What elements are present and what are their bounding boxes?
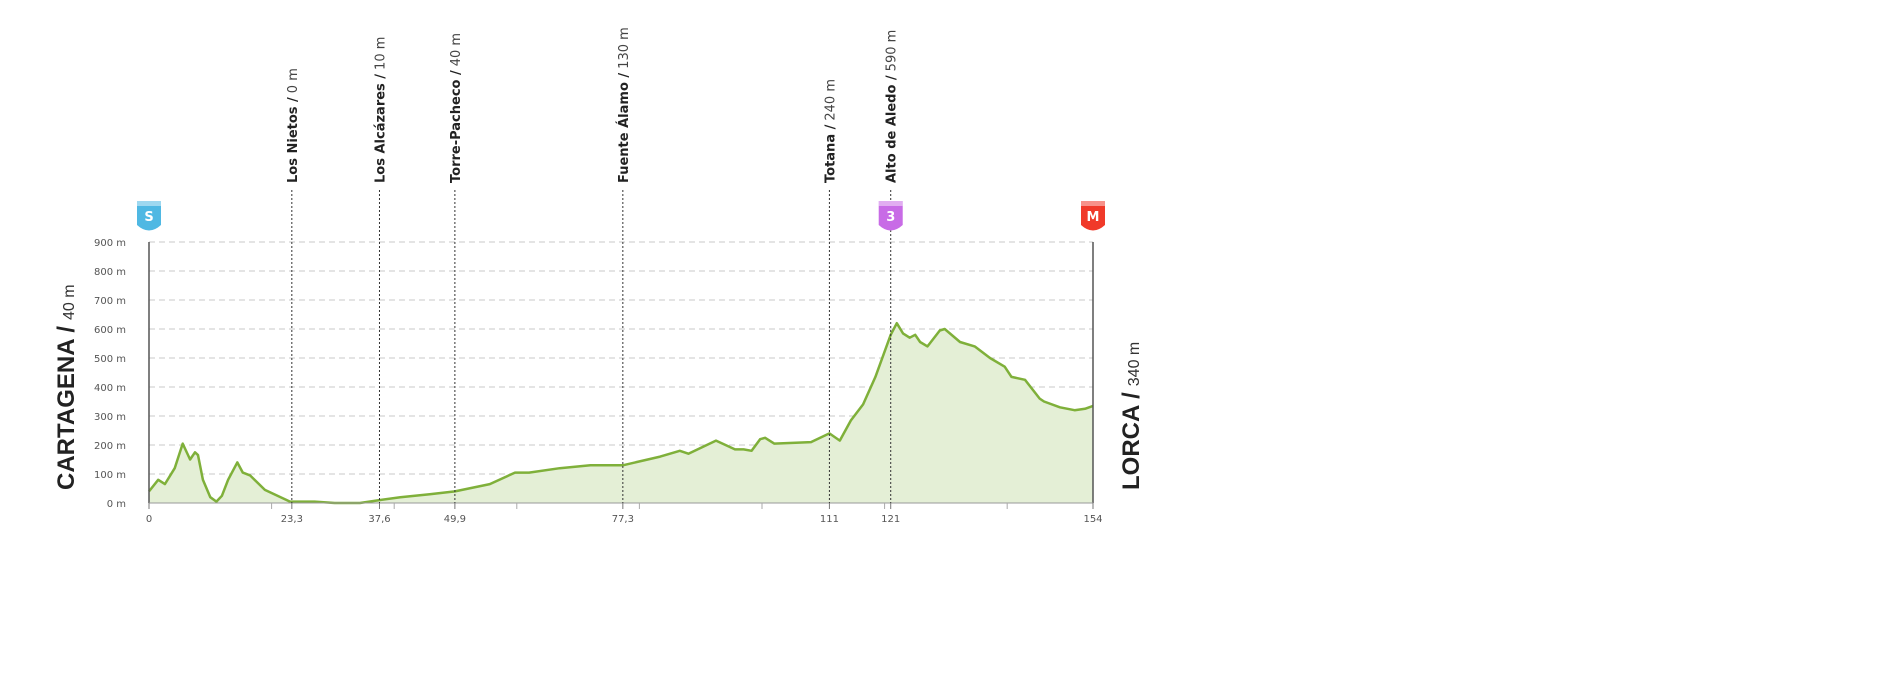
waypoint-name: Los Nietos / (286, 97, 301, 183)
badge (1081, 201, 1105, 231)
waypoint-altitude: 590 m (885, 30, 900, 72)
badge (878, 201, 903, 231)
waypoint-name: Los Alcázares / (373, 74, 388, 183)
x-tick-label: 77,3 (612, 514, 634, 525)
y-tick-label: 400 m (94, 383, 126, 394)
waypoint-label: Alto de Aledo / 590 m (885, 30, 900, 183)
x-tick-label: 154 (1083, 514, 1102, 525)
badge-label: S (144, 210, 153, 225)
waypoint-label: Torre-Pacheco / 40 m (449, 33, 464, 183)
x-tick-label: 0 (146, 514, 152, 525)
finish-label: LORCA / 340 m (1118, 342, 1145, 490)
badge-flag (137, 201, 161, 206)
x-tick-label: 121 (881, 514, 900, 525)
waypoint-altitude: 0 m (286, 68, 301, 93)
y-tick-label: 200 m (94, 441, 126, 452)
waypoint-name: Totana / (823, 124, 838, 183)
waypoint-altitude: 40 m (449, 33, 464, 66)
waypoint-altitude: 10 m (373, 37, 388, 70)
waypoint-name: Fuente Álamo / (616, 73, 632, 183)
waypoint-label: Fuente Álamo / 130 m (616, 27, 632, 183)
x-tick-label: 49,9 (444, 514, 466, 525)
badge-flag (878, 201, 903, 206)
waypoint-altitude: 130 m (617, 27, 632, 69)
waypoint-label: Los Nietos / 0 m (286, 68, 301, 183)
y-tick-label: 100 m (94, 470, 126, 481)
y-tick-label: 600 m (94, 325, 126, 336)
x-tick-label: 111 (820, 514, 839, 525)
y-tick-label: 500 m (94, 354, 126, 365)
finish-name: LORCA / (1118, 392, 1145, 490)
x-tick-label: 37,6 (368, 514, 390, 525)
y-tick-label: 0 m (107, 499, 126, 510)
elevation-area (149, 323, 1093, 503)
badge-flag (1081, 201, 1105, 206)
elevation-line (148, 321, 1094, 505)
waypoint-label: Totana / 240 m (823, 79, 838, 183)
waypoint-label: Los Alcázares / 10 m (373, 37, 388, 183)
y-tick-label: 300 m (94, 412, 126, 423)
y-tick-label: 900 m (94, 238, 126, 249)
waypoint-name: Torre-Pacheco / (449, 70, 464, 183)
y-tick-label: 700 m (94, 296, 126, 307)
finish-altitude: 340 m (1126, 342, 1143, 386)
badge-label: 3 (886, 210, 895, 225)
x-tick-label: 23,3 (281, 514, 303, 525)
y-tick-label: 800 m (94, 267, 126, 278)
start-label: CARTAGENA / 40 m (53, 284, 80, 490)
waypoint-altitude: 240 m (823, 79, 838, 121)
start-altitude: 40 m (61, 284, 78, 320)
badge (137, 201, 161, 231)
waypoint-name: Alto de Aledo / (885, 75, 900, 183)
start-name: CARTAGENA / (53, 326, 80, 490)
badge-label: M (1087, 210, 1100, 225)
